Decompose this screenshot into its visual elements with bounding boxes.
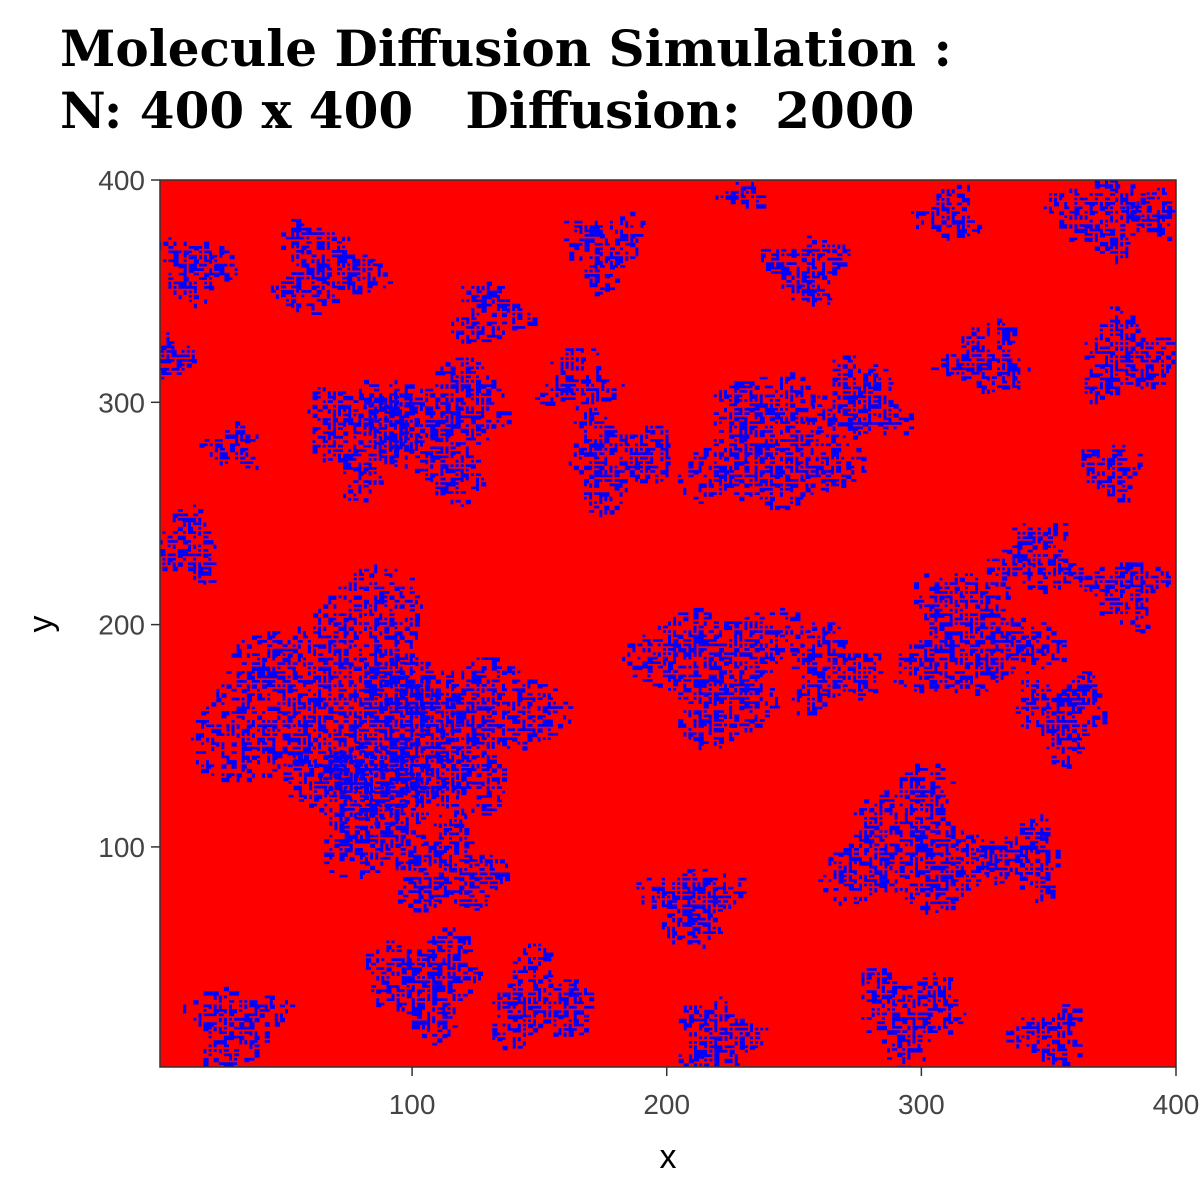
cluster-layer xyxy=(160,180,1176,1067)
cluster-cells xyxy=(1079,562,1171,634)
cluster-cells xyxy=(818,763,995,915)
cluster-22 xyxy=(930,318,1031,394)
cluster-13 xyxy=(535,348,625,411)
cluster-5 xyxy=(307,387,425,503)
cluster-25 xyxy=(1079,562,1171,634)
cluster-6 xyxy=(270,218,393,315)
chart-subtitle: N: 400 x 400 Diffusion: 2000 xyxy=(60,81,915,140)
x-tick-label: 400 xyxy=(1153,1089,1200,1120)
cluster-cells xyxy=(1084,306,1176,405)
cluster-28 xyxy=(910,184,983,241)
cluster-19 xyxy=(791,622,884,716)
cluster-17 xyxy=(760,235,851,307)
cluster-cells xyxy=(1081,444,1143,503)
cluster-cells xyxy=(910,184,983,241)
x-axis: 100 200 300 400 xyxy=(389,1067,1200,1120)
cluster-2 xyxy=(364,652,574,816)
cluster-9 xyxy=(160,332,197,380)
x-tick-label: 100 xyxy=(389,1089,436,1120)
cluster-24 xyxy=(1081,444,1143,503)
cluster-26 xyxy=(986,523,1084,595)
cluster-cells xyxy=(160,332,197,380)
cluster-cells xyxy=(199,421,259,471)
cluster-7 xyxy=(160,237,238,309)
cluster-cells xyxy=(270,218,393,315)
cluster-32 xyxy=(398,810,511,913)
cluster-40 xyxy=(715,180,767,209)
cluster-10 xyxy=(199,421,259,471)
cluster-cells xyxy=(398,810,511,913)
cluster-cells xyxy=(160,237,238,309)
cluster-39 xyxy=(1121,187,1176,242)
cluster-18 xyxy=(622,607,811,751)
cluster-37 xyxy=(861,968,967,1067)
cluster-3 xyxy=(283,741,472,880)
cluster-20 xyxy=(893,573,1067,696)
cluster-cells xyxy=(791,622,884,716)
cluster-cells xyxy=(893,573,1067,696)
cluster-cells xyxy=(861,968,967,1067)
cluster-27 xyxy=(1043,180,1146,265)
y-axis: 100 200 300 400 xyxy=(98,165,160,863)
cluster-21 xyxy=(1015,671,1108,769)
cluster-cells xyxy=(636,868,747,949)
y-tick-label: 100 xyxy=(98,832,145,863)
cluster-cells xyxy=(364,652,574,816)
cluster-cells xyxy=(568,407,671,518)
cluster-38 xyxy=(1006,1004,1083,1067)
y-tick-label: 200 xyxy=(98,610,145,641)
cluster-35 xyxy=(183,986,296,1067)
cluster-23 xyxy=(1084,306,1176,405)
cluster-cells xyxy=(451,281,538,344)
cluster-cells xyxy=(366,927,484,1046)
cluster-cells xyxy=(801,355,914,440)
cluster-8 xyxy=(160,504,217,585)
cluster-4 xyxy=(358,357,512,507)
cluster-16 xyxy=(801,355,914,440)
cluster-cells xyxy=(358,357,512,507)
cluster-33 xyxy=(366,927,484,1046)
cluster-cells xyxy=(979,814,1061,904)
cluster-cells xyxy=(1015,671,1108,769)
cluster-cells xyxy=(307,387,425,503)
x-tick-label: 300 xyxy=(898,1089,945,1120)
cluster-11 xyxy=(451,281,538,344)
cluster-34 xyxy=(492,943,595,1051)
cluster-cells xyxy=(986,523,1084,595)
cluster-cells xyxy=(283,741,472,880)
y-axis-title: y xyxy=(22,616,60,633)
cluster-14 xyxy=(568,407,671,518)
cluster-cells xyxy=(622,607,811,751)
cluster-29 xyxy=(818,763,995,915)
x-tick-label: 200 xyxy=(643,1089,690,1120)
cluster-cells xyxy=(183,986,296,1067)
cluster-15 xyxy=(678,372,867,511)
cluster-cells xyxy=(930,318,1031,394)
cluster-cells xyxy=(492,943,595,1051)
panel-border xyxy=(159,179,1177,1068)
cluster-cells xyxy=(678,996,769,1067)
cluster-cells xyxy=(678,372,867,511)
chart-title: Molecule Diffusion Simulation : xyxy=(60,19,952,78)
cluster-30 xyxy=(979,814,1061,904)
cluster-cells xyxy=(1121,187,1176,242)
y-tick-label: 300 xyxy=(98,387,145,418)
cluster-cells xyxy=(715,180,767,209)
cluster-cells xyxy=(160,504,217,585)
cluster-cells xyxy=(760,235,851,307)
y-tick-label: 400 xyxy=(98,165,145,196)
cluster-31 xyxy=(636,868,747,949)
cluster-cells xyxy=(1043,180,1146,265)
x-axis-title: x xyxy=(660,1138,677,1176)
cluster-cells xyxy=(1006,1004,1083,1067)
cluster-36 xyxy=(678,996,769,1067)
cluster-cells xyxy=(535,348,625,411)
